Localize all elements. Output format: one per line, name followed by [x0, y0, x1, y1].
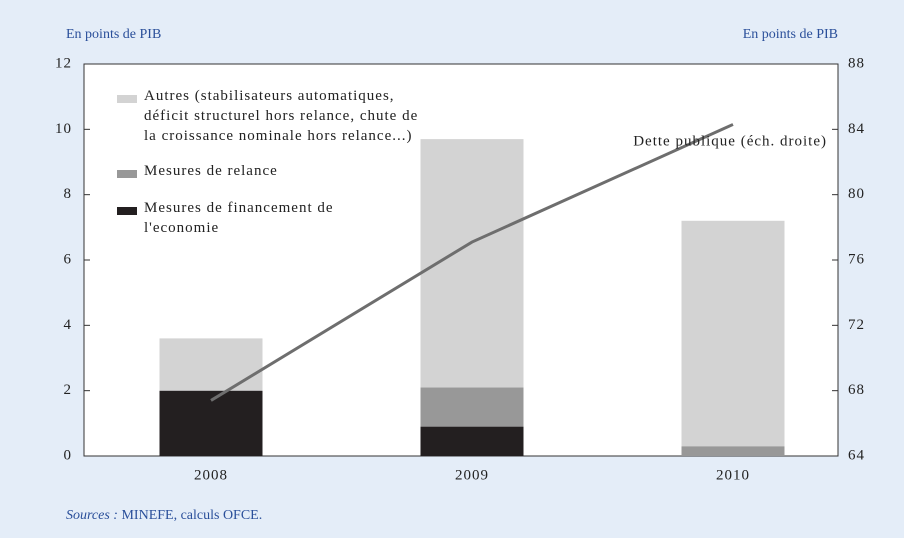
- y2-axis-label: En points de PIB: [743, 27, 838, 42]
- y2-tick-label: 80: [848, 186, 865, 202]
- y2-tick-label: 88: [848, 55, 865, 71]
- legend-swatch: [117, 95, 137, 103]
- source: Sources : MINEFE, calculs OFCE.: [66, 508, 262, 524]
- x-tick-label: 2010: [716, 467, 750, 483]
- bar-segment: [681, 446, 785, 456]
- bar-segment: [159, 390, 263, 456]
- bar-segment: [420, 426, 524, 456]
- bar-segment: [420, 387, 524, 427]
- y-tick-label: 12: [55, 55, 72, 71]
- y-tick-label: 4: [64, 317, 73, 333]
- line-annotation: Dette publique (éch. droite): [633, 133, 827, 149]
- bar-segment: [159, 338, 263, 391]
- bar-segment: [681, 220, 785, 447]
- y2-tick-label: 64: [848, 447, 865, 463]
- x-tick-label: 2009: [455, 467, 489, 483]
- legend-label: Mesures de financement de l'economie: [144, 200, 334, 236]
- legend-label: Autres (stabilisateurs automatiques, déf…: [144, 88, 419, 144]
- source-text: MINEFE, calculs OFCE.: [121, 508, 263, 523]
- y2-tick-label: 76: [848, 251, 865, 267]
- y-axis-label: En points de PIB: [66, 27, 161, 42]
- debt-line: [210, 123, 734, 402]
- y-tick-label: 0: [64, 447, 73, 463]
- y2-tick-label: 72: [848, 317, 865, 333]
- y-tick-label: 8: [64, 186, 73, 202]
- x-tick-label: 2008: [194, 467, 228, 483]
- legend-swatch: [117, 170, 137, 178]
- y-tick-label: 2: [64, 382, 73, 398]
- legend-label: Mesures de relance: [144, 163, 278, 179]
- legend-swatch: [117, 207, 137, 215]
- y-tick-label: 6: [64, 251, 73, 267]
- y-tick-label: 10: [55, 121, 72, 137]
- y2-tick-label: 84: [848, 121, 865, 137]
- source-label: Sources :: [66, 508, 118, 523]
- y2-tick-label: 68: [848, 382, 865, 398]
